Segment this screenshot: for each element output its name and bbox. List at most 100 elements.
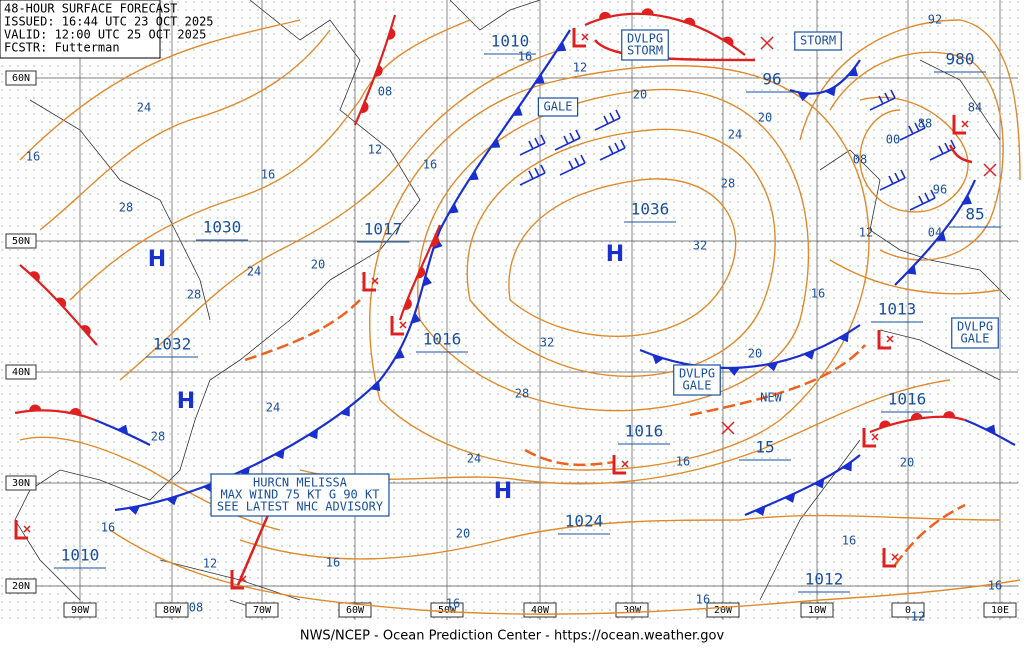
cold-front-symbol — [128, 505, 141, 515]
latitude-label: 60N — [12, 73, 30, 84]
isobar-label: 92 — [928, 13, 942, 27]
wind-barb — [599, 139, 626, 161]
warm-front — [353, 14, 397, 126]
pressure-center: 1030 — [203, 218, 242, 237]
advisory-text: DVLPG — [679, 367, 715, 381]
isobar-label: 24 — [266, 401, 280, 415]
trough — [893, 503, 966, 566]
pressure-center: 1017 — [364, 220, 403, 239]
high-center: H — [494, 479, 512, 504]
cold-front-symbol — [766, 362, 779, 372]
longitude-label: 60W — [346, 605, 365, 616]
longitude-label: 90W — [71, 605, 90, 616]
isobar-label: 32 — [540, 336, 554, 350]
header-line: VALID: 12:00 UTC 25 OCT 2025 — [4, 28, 206, 42]
warm-front-symbol — [69, 408, 82, 416]
isobar-label: 16 — [988, 579, 1002, 593]
header-line: 48-HOUR SURFACE FORECAST — [4, 2, 177, 16]
cold-front-symbol — [906, 264, 917, 275]
cold-front-symbol — [370, 381, 381, 391]
warm-front-symbol — [29, 404, 42, 411]
warm-front-symbol — [29, 271, 40, 282]
warm-front-symbol — [374, 64, 383, 77]
latitude-label: 30N — [12, 478, 30, 489]
low-cross — [399, 321, 407, 329]
low-symbol — [877, 330, 891, 350]
isobar-label: 24 — [467, 452, 481, 466]
pressure-center: 15 — [755, 438, 774, 457]
low-cross — [886, 335, 894, 343]
advisory-text: MAX WIND 75 KT G 90 KT — [221, 488, 380, 502]
warm-front — [19, 264, 98, 346]
latitude-label-box — [5, 364, 37, 380]
low-symbol — [572, 28, 586, 48]
cold-front-symbol — [411, 312, 421, 324]
low-symbol — [14, 520, 28, 540]
low-symbol — [952, 115, 966, 135]
isobar-label: 16 — [423, 158, 437, 172]
latitude-label: 20N — [12, 581, 30, 592]
warm-front-symbol — [80, 325, 91, 336]
pressure-center: 1012 — [805, 570, 844, 589]
forecast-cross — [983, 163, 997, 177]
pressure-center: 96 — [762, 70, 781, 89]
isobar-label: 12 — [203, 557, 217, 571]
longitude-label-box — [615, 602, 649, 618]
isobar-label: 12 — [368, 143, 382, 157]
isobar-label: 20 — [748, 347, 762, 361]
wind-barb — [594, 109, 621, 131]
warm-front-symbol — [387, 27, 396, 40]
trough — [689, 344, 866, 417]
isobar-label: 24 — [137, 101, 151, 115]
warm-front-symbol — [641, 8, 654, 15]
header-line: FCSTR: Futterman — [4, 41, 120, 55]
advisory-box — [794, 31, 842, 51]
pressure-center: 1032 — [153, 335, 192, 354]
longitude-label: 10W — [808, 605, 827, 616]
cold-front-symbol — [847, 66, 858, 77]
advisory-text: GALE — [544, 100, 573, 114]
fronts — [14, 8, 1016, 566]
warm-front-symbol — [403, 298, 412, 310]
warm-front-symbol — [683, 17, 696, 26]
latitude-label: 50N — [12, 236, 30, 247]
isobar-label: 16 — [326, 556, 340, 570]
cold-front-symbol — [728, 367, 741, 376]
low-cross — [23, 525, 31, 533]
isobar-label: 12 — [573, 61, 587, 75]
isobar-label: 16 — [261, 168, 275, 182]
isobar-label: 00 — [886, 133, 900, 147]
forecast-cross — [721, 421, 735, 435]
isobar-label: 28 — [187, 288, 201, 302]
advisory-text: STORM — [800, 34, 836, 48]
pressure-center: 1010 — [491, 32, 530, 51]
isobar-label: 20 — [456, 527, 470, 541]
note: NEW — [760, 391, 782, 405]
cold-front-symbol — [422, 275, 432, 287]
cold-front-symbol — [803, 350, 815, 360]
low-symbol — [230, 570, 244, 590]
cold-front — [744, 454, 861, 517]
isobar-label: 12 — [911, 610, 925, 624]
isobar-label: 24 — [728, 128, 742, 142]
cold-front-symbol — [652, 354, 664, 365]
hurricane-pointer — [236, 514, 270, 586]
warm-front-symbol — [430, 235, 440, 247]
warm-front — [14, 409, 96, 422]
isobar-label: 20 — [311, 258, 325, 272]
warm-front-symbol — [943, 411, 956, 418]
latitude-label-box — [5, 475, 37, 491]
latitude-label: 40N — [12, 367, 30, 378]
warm-front-symbol — [910, 412, 923, 420]
isobar-label: 08 — [378, 85, 392, 99]
longitude-label-box — [338, 602, 372, 618]
longitude-label: 30W — [623, 605, 642, 616]
advisory-text: DVLPG — [957, 320, 993, 334]
cold-front-symbol — [556, 41, 567, 52]
cold-front — [964, 418, 1016, 446]
isobar-label: 08 — [853, 153, 867, 167]
pressure-center: 85 — [965, 205, 984, 224]
wind-barb — [909, 189, 936, 211]
isobar-label: 28 — [721, 177, 735, 191]
pressure-center: 1016 — [888, 390, 927, 409]
